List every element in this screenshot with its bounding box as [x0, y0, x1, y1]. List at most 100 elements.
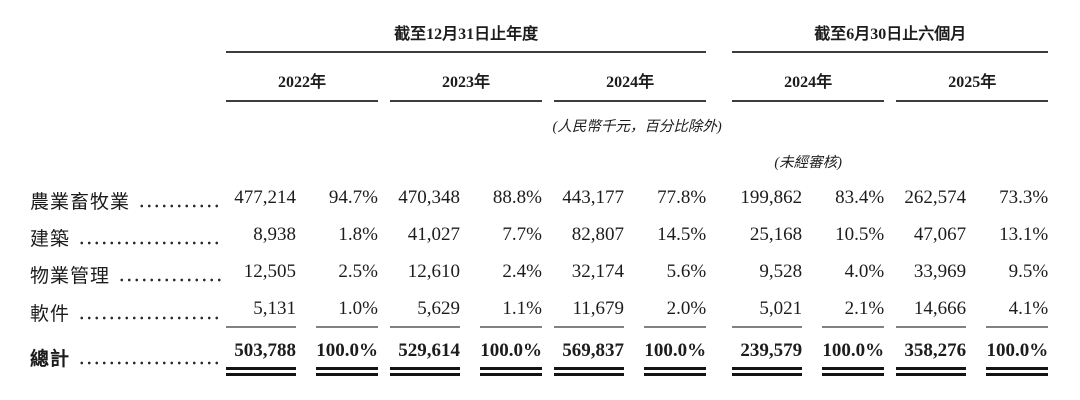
- row-label-cell: 軟件: [30, 289, 226, 327]
- amount-cell: 199,862: [740, 187, 803, 208]
- spacer: [624, 172, 644, 215]
- spacer: [802, 172, 822, 215]
- row-construction: 建築 8,938 1.8% 41,027 7.7% 82,807 14.5% 2…: [30, 215, 1048, 252]
- spacer: [542, 289, 554, 327]
- percent-cell: 10.5%: [835, 224, 885, 245]
- percent-cell: 2.0%: [644, 289, 707, 328]
- spacer: [884, 136, 1048, 172]
- spacer: [296, 327, 316, 372]
- percent-cell: 7.7%: [502, 224, 542, 245]
- spacer: [460, 252, 480, 289]
- dot-leader: [118, 277, 221, 283]
- percent-cell: 14.5%: [657, 224, 707, 245]
- segment-revenue-table: 截至12月31日止年度 截至6月30日止六個月 2022年 2023年 2024…: [30, 14, 1049, 376]
- year-header-2022: 2022年: [226, 52, 378, 102]
- dot-leader: [78, 359, 221, 366]
- percent-cell: 77.8%: [657, 187, 707, 208]
- unit-note-row: (人民幣千元，百分比除外): [30, 101, 1048, 136]
- percent-cell: 100.0%: [316, 327, 378, 376]
- spacer: [884, 215, 896, 252]
- percent-cell: 94.7%: [328, 187, 378, 208]
- amount-cell: 477,214: [234, 187, 296, 208]
- percent-cell: 9.5%: [1008, 261, 1049, 282]
- spacer: [542, 172, 554, 215]
- spacer: [966, 252, 986, 289]
- row-label-cell: 建築: [30, 215, 226, 252]
- amount-cell: 9,528: [759, 261, 803, 282]
- amount-cell: 5,629: [390, 289, 460, 328]
- percent-cell: 1.1%: [480, 289, 542, 328]
- spacer: [706, 52, 732, 101]
- year-header-2024: 2024年: [554, 52, 707, 102]
- spacer: [802, 252, 822, 289]
- row-label-cell: 總計: [30, 327, 226, 372]
- spacer: [802, 289, 822, 327]
- spacer: [624, 289, 644, 327]
- row-label: 總計: [30, 348, 71, 370]
- amount-cell: 47,067: [913, 224, 967, 245]
- spacer: [460, 172, 480, 215]
- percent-cell: 1.0%: [316, 289, 378, 328]
- spacer: [802, 215, 822, 252]
- amount-cell: 41,027: [407, 224, 460, 245]
- percent-cell: 4.0%: [844, 261, 885, 282]
- spacer: [296, 289, 316, 327]
- spacer: [884, 252, 896, 289]
- amount-cell: 12,610: [407, 261, 460, 282]
- amount-cell: 262,574: [904, 187, 967, 208]
- spacer: [296, 172, 316, 215]
- percent-cell: 100.0%: [644, 327, 707, 376]
- spacer: [884, 327, 896, 372]
- spacer: [296, 252, 316, 289]
- year-header-row: 2022年 2023年 2024年 2024年 2025年: [30, 52, 1049, 102]
- percent-cell: 2.5%: [338, 261, 378, 282]
- spacer: [542, 52, 554, 101]
- spacer: [966, 172, 986, 215]
- spacer: [542, 327, 554, 372]
- spacer: [296, 215, 316, 252]
- spacer: [30, 52, 226, 101]
- amount-cell: 82,807: [571, 224, 624, 245]
- spacer: [706, 327, 732, 372]
- amount-cell: 12,505: [243, 261, 296, 282]
- spacer: [706, 215, 732, 252]
- spacer: [966, 289, 986, 327]
- amount-cell: 33,969: [913, 261, 967, 282]
- amount-cell: 503,788: [226, 327, 296, 376]
- spacer: [884, 52, 896, 101]
- spacer: [378, 327, 390, 372]
- spacer: [378, 215, 390, 252]
- amount-cell: 32,174: [571, 261, 624, 282]
- spacer: [378, 289, 390, 327]
- group-header-annual: 截至12月31日止年度: [226, 14, 707, 53]
- amount-cell: 470,348: [398, 187, 460, 208]
- year-header-2025-interim: 2025年: [896, 52, 1049, 102]
- percent-cell: 2.4%: [502, 261, 542, 282]
- dot-leader: [138, 203, 221, 209]
- amount-cell: 239,579: [732, 327, 803, 376]
- percent-cell: 100.0%: [986, 327, 1049, 376]
- spacer: [706, 172, 732, 215]
- spacer: [706, 252, 732, 289]
- percent-cell: 100.0%: [480, 327, 542, 376]
- amount-cell: 14,666: [896, 289, 967, 328]
- spacer: [378, 52, 390, 101]
- spacer: [378, 252, 390, 289]
- spacer: [378, 172, 390, 215]
- unaudited-note: (未經審核): [774, 155, 842, 171]
- row-label: 建築: [30, 229, 71, 250]
- percent-cell: 83.4%: [835, 187, 885, 208]
- spacer: [706, 289, 732, 327]
- row-label: 軟件: [30, 304, 71, 325]
- unit-note: (人民幣千元，百分比除外): [552, 119, 722, 135]
- row-property-management: 物業管理 12,505 2.5% 12,610 2.4% 32,174 5.6%…: [30, 252, 1048, 289]
- dot-leader: [78, 315, 221, 321]
- amount-cell: 358,276: [896, 327, 967, 376]
- row-software: 軟件 5,131 1.0% 5,629 1.1% 11,679 2.0% 5,0…: [30, 289, 1049, 328]
- spacer: [706, 14, 732, 52]
- group-header-row: 截至12月31日止年度 截至6月30日止六個月: [30, 14, 1049, 53]
- spacer: [966, 215, 986, 252]
- year-header-2023: 2023年: [390, 52, 542, 102]
- spacer: [624, 252, 644, 289]
- row-total: 總計 503,788 100.0% 529,614 100.0% 569,837…: [30, 327, 1049, 376]
